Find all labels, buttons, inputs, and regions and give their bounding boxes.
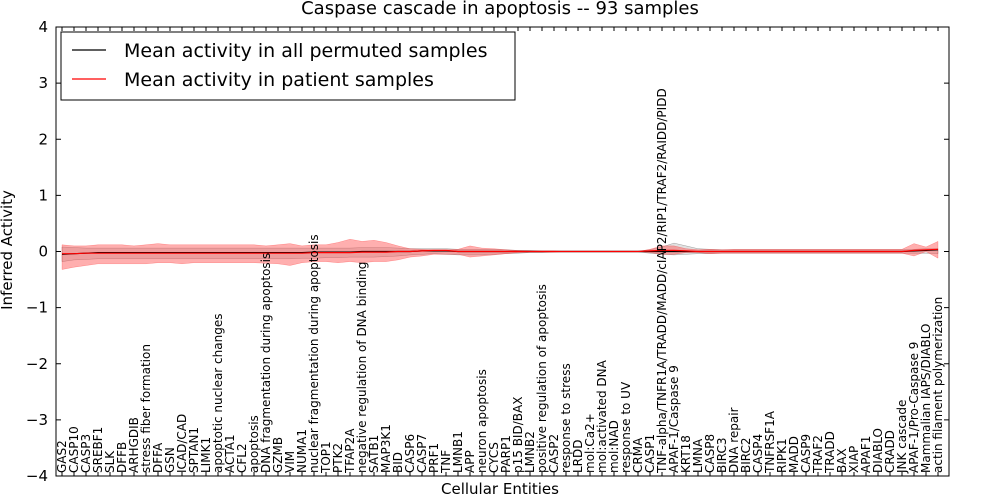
x-category-label: MADD [787, 436, 801, 473]
x-category-label: CASP7 [415, 434, 429, 473]
x-category-label: CASP2 [547, 434, 561, 473]
x-category-label: TFAP2A [343, 428, 357, 474]
x-category-label: TRADD [823, 431, 837, 474]
x-category-label: LIMK1 [199, 437, 213, 473]
x-category-label: stress fiber formation [139, 344, 153, 473]
x-category-label: CASP6 [403, 434, 417, 473]
x-category-label: ARHGDIB [127, 417, 141, 473]
x-category-label: response to stress [559, 363, 573, 473]
x-category-label: positive regulation of apoptosis [535, 284, 549, 473]
x-category-label: p15 BID/BAX [511, 397, 525, 473]
x-category-label: actin filament polymerization [931, 297, 945, 473]
legend: Mean activity in all permuted samples Me… [60, 31, 516, 101]
x-category-label: CASP4 [751, 434, 765, 473]
x-category-label: BIRC2 [739, 437, 753, 473]
x-category-label: PRF1 [427, 443, 441, 473]
x-category-label: APAF-1/Caspase 9 [667, 365, 681, 473]
x-axis: GAS2CASP10CASP3SREBF1SLKDFFBARHGDIBstres… [55, 27, 945, 476]
chart-title: Caspase cascade in apoptosis -- 93 sampl… [301, 0, 699, 19]
x-category-label: TRAF2 [811, 435, 825, 474]
x-category-label: DFFB [115, 442, 129, 473]
x-category-label: DNA repair [727, 407, 741, 473]
x-category-label: DFFA [151, 442, 165, 473]
x-category-label: TNFRSF1A [763, 410, 777, 474]
x-category-label: TOP1 [319, 441, 333, 474]
series-lines [61, 248, 939, 255]
x-category-label: JNK cascade [895, 400, 909, 474]
x-axis-title: Cellular Entities [441, 480, 559, 498]
legend-label-permuted: Mean activity in all permuted samples [124, 40, 487, 62]
x-category-label: CASP8 [703, 434, 717, 473]
y-tick-label: 3 [38, 74, 48, 92]
y-tick-label: −3 [26, 411, 48, 429]
legend-box [60, 31, 516, 101]
x-category-label: apoptosis [247, 415, 261, 473]
x-category-label: RIPK1 [775, 438, 789, 473]
x-category-label: ACTA1 [223, 434, 237, 473]
x-category-label: KRT18 [679, 435, 693, 473]
x-category-label: mol:Ca2+ [583, 413, 597, 473]
x-category-label: CASP1 [643, 434, 657, 473]
x-category-label: MAP3K1 [379, 424, 393, 473]
x-category-label: TNF [439, 450, 453, 474]
legend-label-patient: Mean activity in patient samples [124, 69, 434, 91]
x-category-label: PARP1 [499, 435, 513, 473]
x-category-label: BID [391, 452, 405, 473]
x-category-label: SPTAN1 [187, 427, 201, 473]
y-axis-title: Inferred Activity [0, 190, 16, 310]
x-category-label: mol:activated DNA [595, 359, 609, 473]
x-category-label: VIM [283, 451, 297, 473]
x-category-label: LRDD [571, 439, 585, 473]
y-tick-label: 4 [38, 18, 48, 36]
x-category-label: GZMB [271, 437, 285, 473]
x-category-label: CRMA [631, 437, 645, 473]
band-permuted [61, 242, 939, 262]
x-category-label: mol:NAD [607, 420, 621, 473]
x-category-label: NUMA1 [295, 429, 309, 473]
x-category-label: LMNB1 [451, 431, 465, 473]
y-tick-label: −1 [26, 299, 48, 317]
x-category-label: CASP10 [67, 426, 81, 473]
confidence-bands [61, 238, 939, 270]
band-patient [61, 238, 939, 270]
x-category-label: CYCS [487, 442, 501, 473]
x-category-label: BIRC3 [715, 437, 729, 473]
x-category-label: CASP9 [799, 434, 813, 473]
x-category-label: TNF-alpha/TNFR1A/TRADD/MADD/cIAP2/RIP1/T… [655, 88, 669, 474]
x-category-label: apoptotic nuclear changes [211, 314, 225, 473]
x-category-label: APAF1 [859, 436, 873, 473]
y-tick-label: −2 [26, 355, 48, 373]
x-category-label: SLK [103, 450, 117, 473]
y-tick-label: 2 [38, 130, 48, 148]
x-category-label: GAS2 [55, 440, 69, 473]
x-category-label: LMNA [691, 438, 705, 473]
x-category-label: APAF-1/Pro-Caspase 9 [907, 342, 921, 473]
x-category-label: DIABLO [871, 428, 885, 473]
x-category-label: SREBF1 [91, 427, 105, 473]
x-category-label: neuron apoptosis [475, 369, 489, 473]
y-tick-label: 1 [38, 186, 48, 204]
x-category-label: response to UV [619, 381, 633, 473]
x-category-label: Mammalian IAPS/DIABLO [919, 324, 933, 473]
x-category-label: XIAP [847, 446, 861, 473]
x-category-label: negative regulation of DNA binding [355, 262, 369, 473]
x-category-label: PTK2 [331, 443, 345, 473]
x-category-label: CRADD [883, 430, 897, 473]
y-tick-label: −4 [26, 467, 48, 485]
x-category-label: GSN [163, 447, 177, 473]
x-category-label: ICAD/CAD [175, 414, 189, 473]
x-category-label: BAX [835, 448, 849, 473]
x-category-label: LMNB2 [523, 431, 537, 473]
x-category-label: DNA fragmentation during apoptosis [259, 253, 273, 473]
y-axis: −4 −3 −2 −1 0 1 2 3 4 [26, 18, 949, 485]
x-category-label: APP [463, 450, 477, 473]
x-category-label: CASP3 [79, 434, 93, 473]
x-category-label: SATB1 [367, 435, 381, 473]
x-category-label: nuclear fragmentation during apoptosis [307, 234, 321, 473]
series-line-patient [62, 248, 939, 255]
x-category-label: CFL2 [235, 443, 249, 473]
y-tick-label: 0 [38, 243, 48, 261]
